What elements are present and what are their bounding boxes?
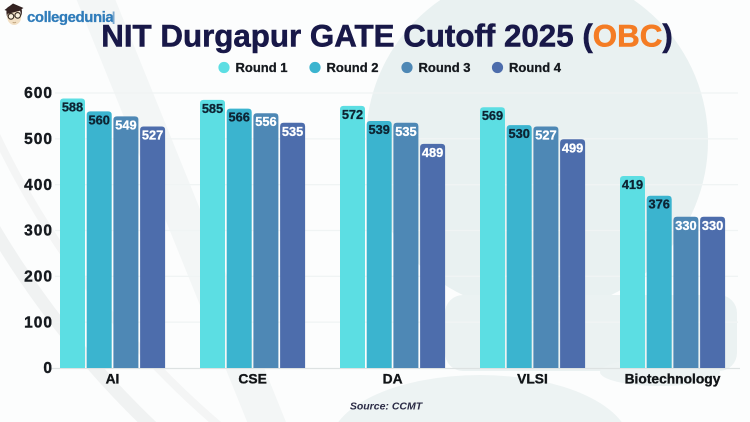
- svg-text:0: 0: [43, 360, 53, 377]
- svg-text:Biotechnology: Biotechnology: [625, 372, 721, 387]
- svg-text:Source: CCMT: Source: CCMT: [350, 401, 424, 413]
- svg-text:535: 535: [282, 124, 303, 139]
- svg-text:572: 572: [342, 107, 363, 122]
- svg-text:419: 419: [622, 177, 643, 192]
- svg-text:330: 330: [702, 218, 723, 233]
- svg-text:Round 2: Round 2: [327, 60, 379, 75]
- svg-text:588: 588: [62, 100, 83, 115]
- svg-text:AI: AI: [106, 372, 120, 387]
- svg-text:539: 539: [369, 122, 390, 137]
- svg-text:CSE: CSE: [238, 372, 266, 387]
- svg-text:400: 400: [24, 177, 53, 194]
- svg-text:Round 4: Round 4: [509, 60, 562, 75]
- svg-text:Round 1: Round 1: [236, 60, 288, 75]
- svg-text:300: 300: [24, 223, 53, 240]
- svg-text:569: 569: [482, 108, 503, 123]
- svg-text:DA: DA: [383, 372, 403, 387]
- svg-text:100: 100: [24, 314, 53, 331]
- svg-text:530: 530: [509, 126, 530, 141]
- svg-text:376: 376: [649, 197, 670, 212]
- svg-text:Round 3: Round 3: [419, 60, 471, 75]
- svg-text:collegedunia: collegedunia: [27, 9, 114, 26]
- svg-text:330: 330: [675, 218, 696, 233]
- svg-text:499: 499: [562, 140, 583, 155]
- svg-text:200: 200: [24, 269, 53, 286]
- svg-text:600: 600: [24, 85, 53, 102]
- svg-text:500: 500: [24, 131, 53, 148]
- svg-text:527: 527: [142, 128, 163, 143]
- svg-text:VLSI: VLSI: [517, 372, 548, 387]
- svg-text:549: 549: [115, 117, 136, 132]
- svg-text:566: 566: [229, 110, 250, 125]
- svg-text:585: 585: [202, 101, 223, 116]
- svg-text:560: 560: [89, 112, 110, 127]
- svg-text:489: 489: [422, 145, 443, 160]
- svg-text:535: 535: [395, 124, 416, 139]
- svg-text:527: 527: [535, 128, 556, 143]
- svg-text:556: 556: [255, 114, 276, 129]
- svg-text:NIT Durgapur GATE Cutoff 2025: NIT Durgapur GATE Cutoff 2025 (OBC): [101, 19, 673, 54]
